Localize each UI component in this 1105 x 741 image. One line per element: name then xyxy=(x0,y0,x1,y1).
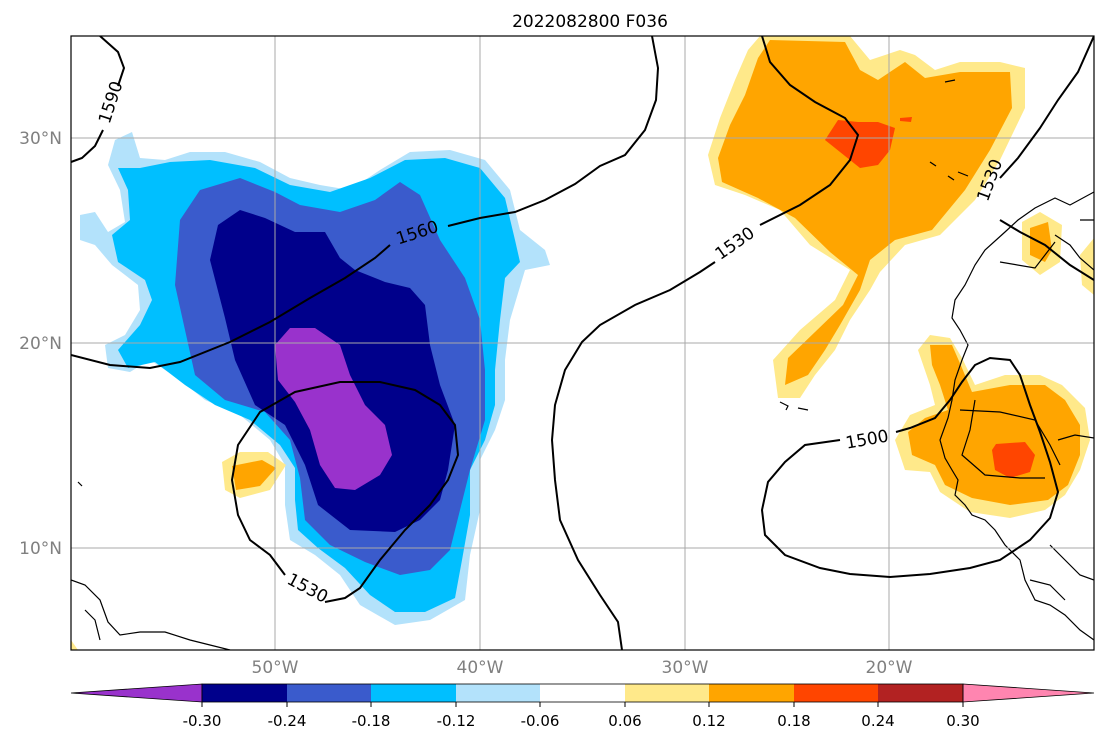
coastline-south-america-2 xyxy=(84,609,101,641)
longitude-axis: 50°W 40°W 30°W 20°W xyxy=(252,658,913,678)
colorbar-arrow-left xyxy=(70,683,203,703)
island-canary-2 xyxy=(947,175,955,181)
colorbar-label: -0.12 xyxy=(437,712,476,730)
contour-1530-east xyxy=(550,261,716,650)
height-contours xyxy=(71,36,1094,650)
positive-anomaly-southeast xyxy=(908,345,1080,505)
island-cape-verde-2 xyxy=(797,407,809,411)
colorbar-label: 0.30 xyxy=(946,712,979,730)
colorbar-segment-3 xyxy=(371,684,456,702)
colorbar-label: -0.30 xyxy=(183,712,222,730)
lat-label-20n: 20°N xyxy=(19,334,62,354)
positive-anomaly-east-edge xyxy=(1080,238,1094,295)
lat-label-10n: 10°N xyxy=(19,539,62,559)
colorbar-label: -0.06 xyxy=(521,712,560,730)
map-title: 2022082800 F036 xyxy=(512,12,668,32)
border-africa-3 xyxy=(961,399,1045,479)
colorbar-label: 0.24 xyxy=(861,712,894,730)
border-africa-1 xyxy=(999,241,1056,269)
positive-anomaly-southeast-peak xyxy=(992,442,1035,478)
colorbar-label: -0.18 xyxy=(352,712,391,730)
lon-label-40w: 40°W xyxy=(457,658,504,678)
island-canary-1 xyxy=(929,161,937,167)
colorbar-arrow-right xyxy=(962,683,1095,703)
contour-1530-west xyxy=(230,381,460,603)
positive-anomaly-northeast-peak2 xyxy=(900,117,912,122)
colorbar: -0.30 -0.24 -0.18 -0.12 -0.06 0.06 0.12 … xyxy=(70,683,1095,730)
contour-1560-west xyxy=(71,244,391,370)
coastline-south-america xyxy=(71,579,231,650)
positive-anomaly-northeast-peak xyxy=(825,120,895,168)
positive-anomaly-corner xyxy=(71,640,78,650)
contour-1500 xyxy=(760,356,1060,579)
island-canary-3 xyxy=(957,171,969,177)
colorbar-frame xyxy=(201,683,964,703)
coastline-west-africa xyxy=(939,191,1094,641)
colorbar-label: 0.12 xyxy=(692,712,725,730)
colorbar-segment-5 xyxy=(540,684,625,702)
contour-1530-east-2 xyxy=(759,36,860,226)
colorbar-segment-6 xyxy=(625,684,709,702)
island-madeira xyxy=(944,79,956,83)
border-africa-4 xyxy=(1057,434,1094,441)
contour-1530-ne xyxy=(999,36,1094,281)
island-small xyxy=(77,481,83,487)
colorbar-segment-2 xyxy=(287,684,371,702)
colorbar-segment-7 xyxy=(709,684,794,702)
colorbar-tick-labels: -0.30 -0.24 -0.18 -0.12 -0.06 0.06 0.12 … xyxy=(183,712,980,730)
colorbar-ticks xyxy=(201,702,964,707)
map-area: 1590 1560 1530 1530 1530 1500 xyxy=(71,36,1094,650)
lon-label-20w: 20°W xyxy=(866,658,913,678)
border-africa-5 xyxy=(1049,544,1094,581)
colorbar-label: -0.24 xyxy=(268,712,307,730)
colorbar-label: 0.06 xyxy=(608,712,641,730)
contour-1560-east xyxy=(447,36,660,227)
coastline-europe xyxy=(1054,219,1094,271)
colorbar-segment-8 xyxy=(794,684,878,702)
colorbar-segment-4 xyxy=(456,684,540,702)
colorbar-segment-9 xyxy=(878,684,963,702)
map-frame xyxy=(70,35,1095,651)
border-africa-6 xyxy=(1029,579,1066,601)
lon-label-50w: 50°W xyxy=(252,658,299,678)
lat-label-30n: 30°N xyxy=(19,129,62,149)
colorbar-label: 0.18 xyxy=(777,712,810,730)
contour-1590 xyxy=(71,36,126,163)
colorbar-segment-1 xyxy=(202,684,287,702)
coastlines xyxy=(71,79,1094,650)
negative-anomaly-extreme xyxy=(275,328,392,490)
lon-label-30w: 30°W xyxy=(662,658,709,678)
island-cape-verde-1 xyxy=(779,401,789,411)
positive-anomaly-northeast xyxy=(718,40,1012,385)
positive-anomaly-small-west xyxy=(232,460,276,490)
latitude-axis: 30°N 20°N 10°N xyxy=(19,129,62,559)
